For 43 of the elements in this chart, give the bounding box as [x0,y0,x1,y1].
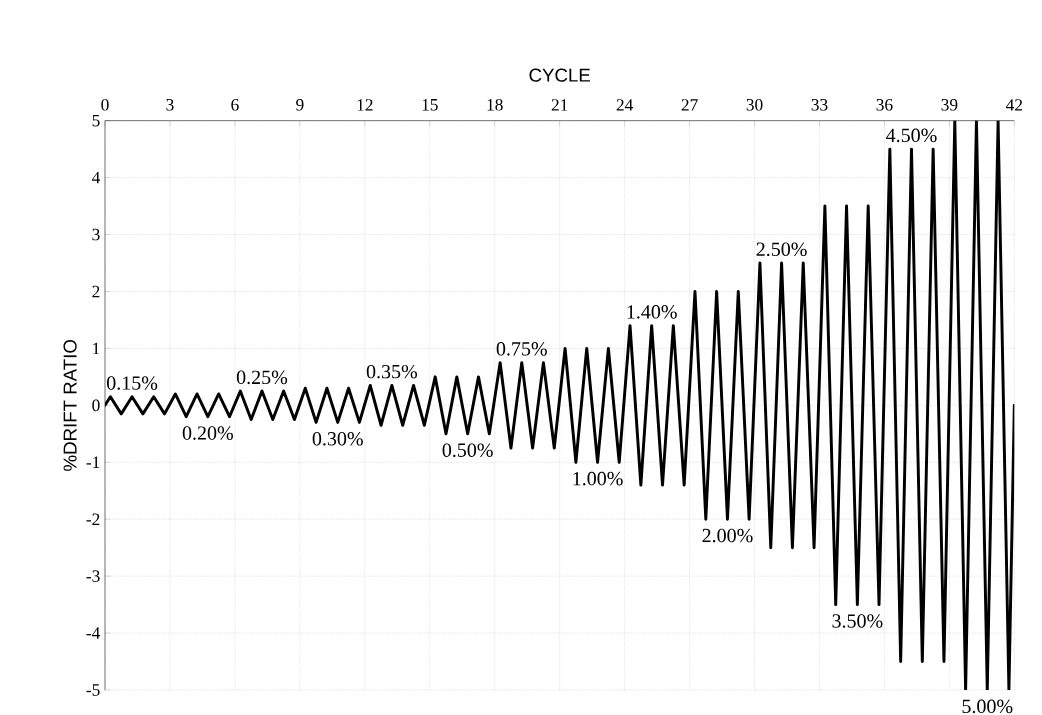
line-series [105,120,1015,690]
x-tick-label: 27 [681,99,698,111]
y-tick-label: -2 [86,513,100,525]
x-tick-label: 42 [1006,99,1023,111]
annotation: 0.20% [182,426,233,440]
annotation: 2.50% [756,242,807,257]
x-tick-label: 39 [941,98,958,111]
x-tick-label: 30 [746,98,763,111]
annotation: 3.50% [832,614,883,628]
y-tick-label: -1 [86,456,100,468]
y-tick-label: 0 [92,399,100,412]
x-tick-label: 24 [616,99,634,111]
annotation: 0.15% [106,376,158,390]
annotation: 0.25% [236,370,288,385]
x-tick-label: 21 [551,99,568,111]
x-tick-label: 0 [101,98,109,111]
x-tick-label: 9 [296,98,304,111]
x-tick-label: 12 [357,99,373,111]
y-tick-label: 3 [92,228,100,241]
x-tick-label: 15 [422,99,438,111]
annotation: 1.00% [573,471,623,486]
x-axis-title: CYCLE [529,68,590,82]
y-tick-label: 4 [91,171,101,184]
annotation: 0.50% [442,443,493,457]
y-tick-label: 1 [93,342,100,355]
y-tick-label: -4 [86,627,101,639]
annotation: 0.75% [496,342,547,356]
annotation: 5.00% [962,699,1013,714]
x-tick-label: 3 [166,98,174,111]
y-tick-label: 2 [92,285,100,298]
annotation: 2.00% [702,528,753,543]
annotation: 1.40% [627,305,677,319]
y-tick-label: -5 [86,684,100,696]
annotation: 0.30% [312,432,363,446]
x-tick-label: 6 [231,98,239,111]
y-tick-label: -3 [86,570,100,582]
annotation: 0.35% [366,364,418,379]
x-tick-label: 18 [487,98,503,111]
x-tick-label: 33 [811,98,828,111]
annotation: 4.50% [886,128,937,143]
y-axis-title: %DRIFT RATIO [63,340,77,471]
y-tick-label: 5 [92,114,100,127]
x-tick-label: 36 [876,98,893,111]
